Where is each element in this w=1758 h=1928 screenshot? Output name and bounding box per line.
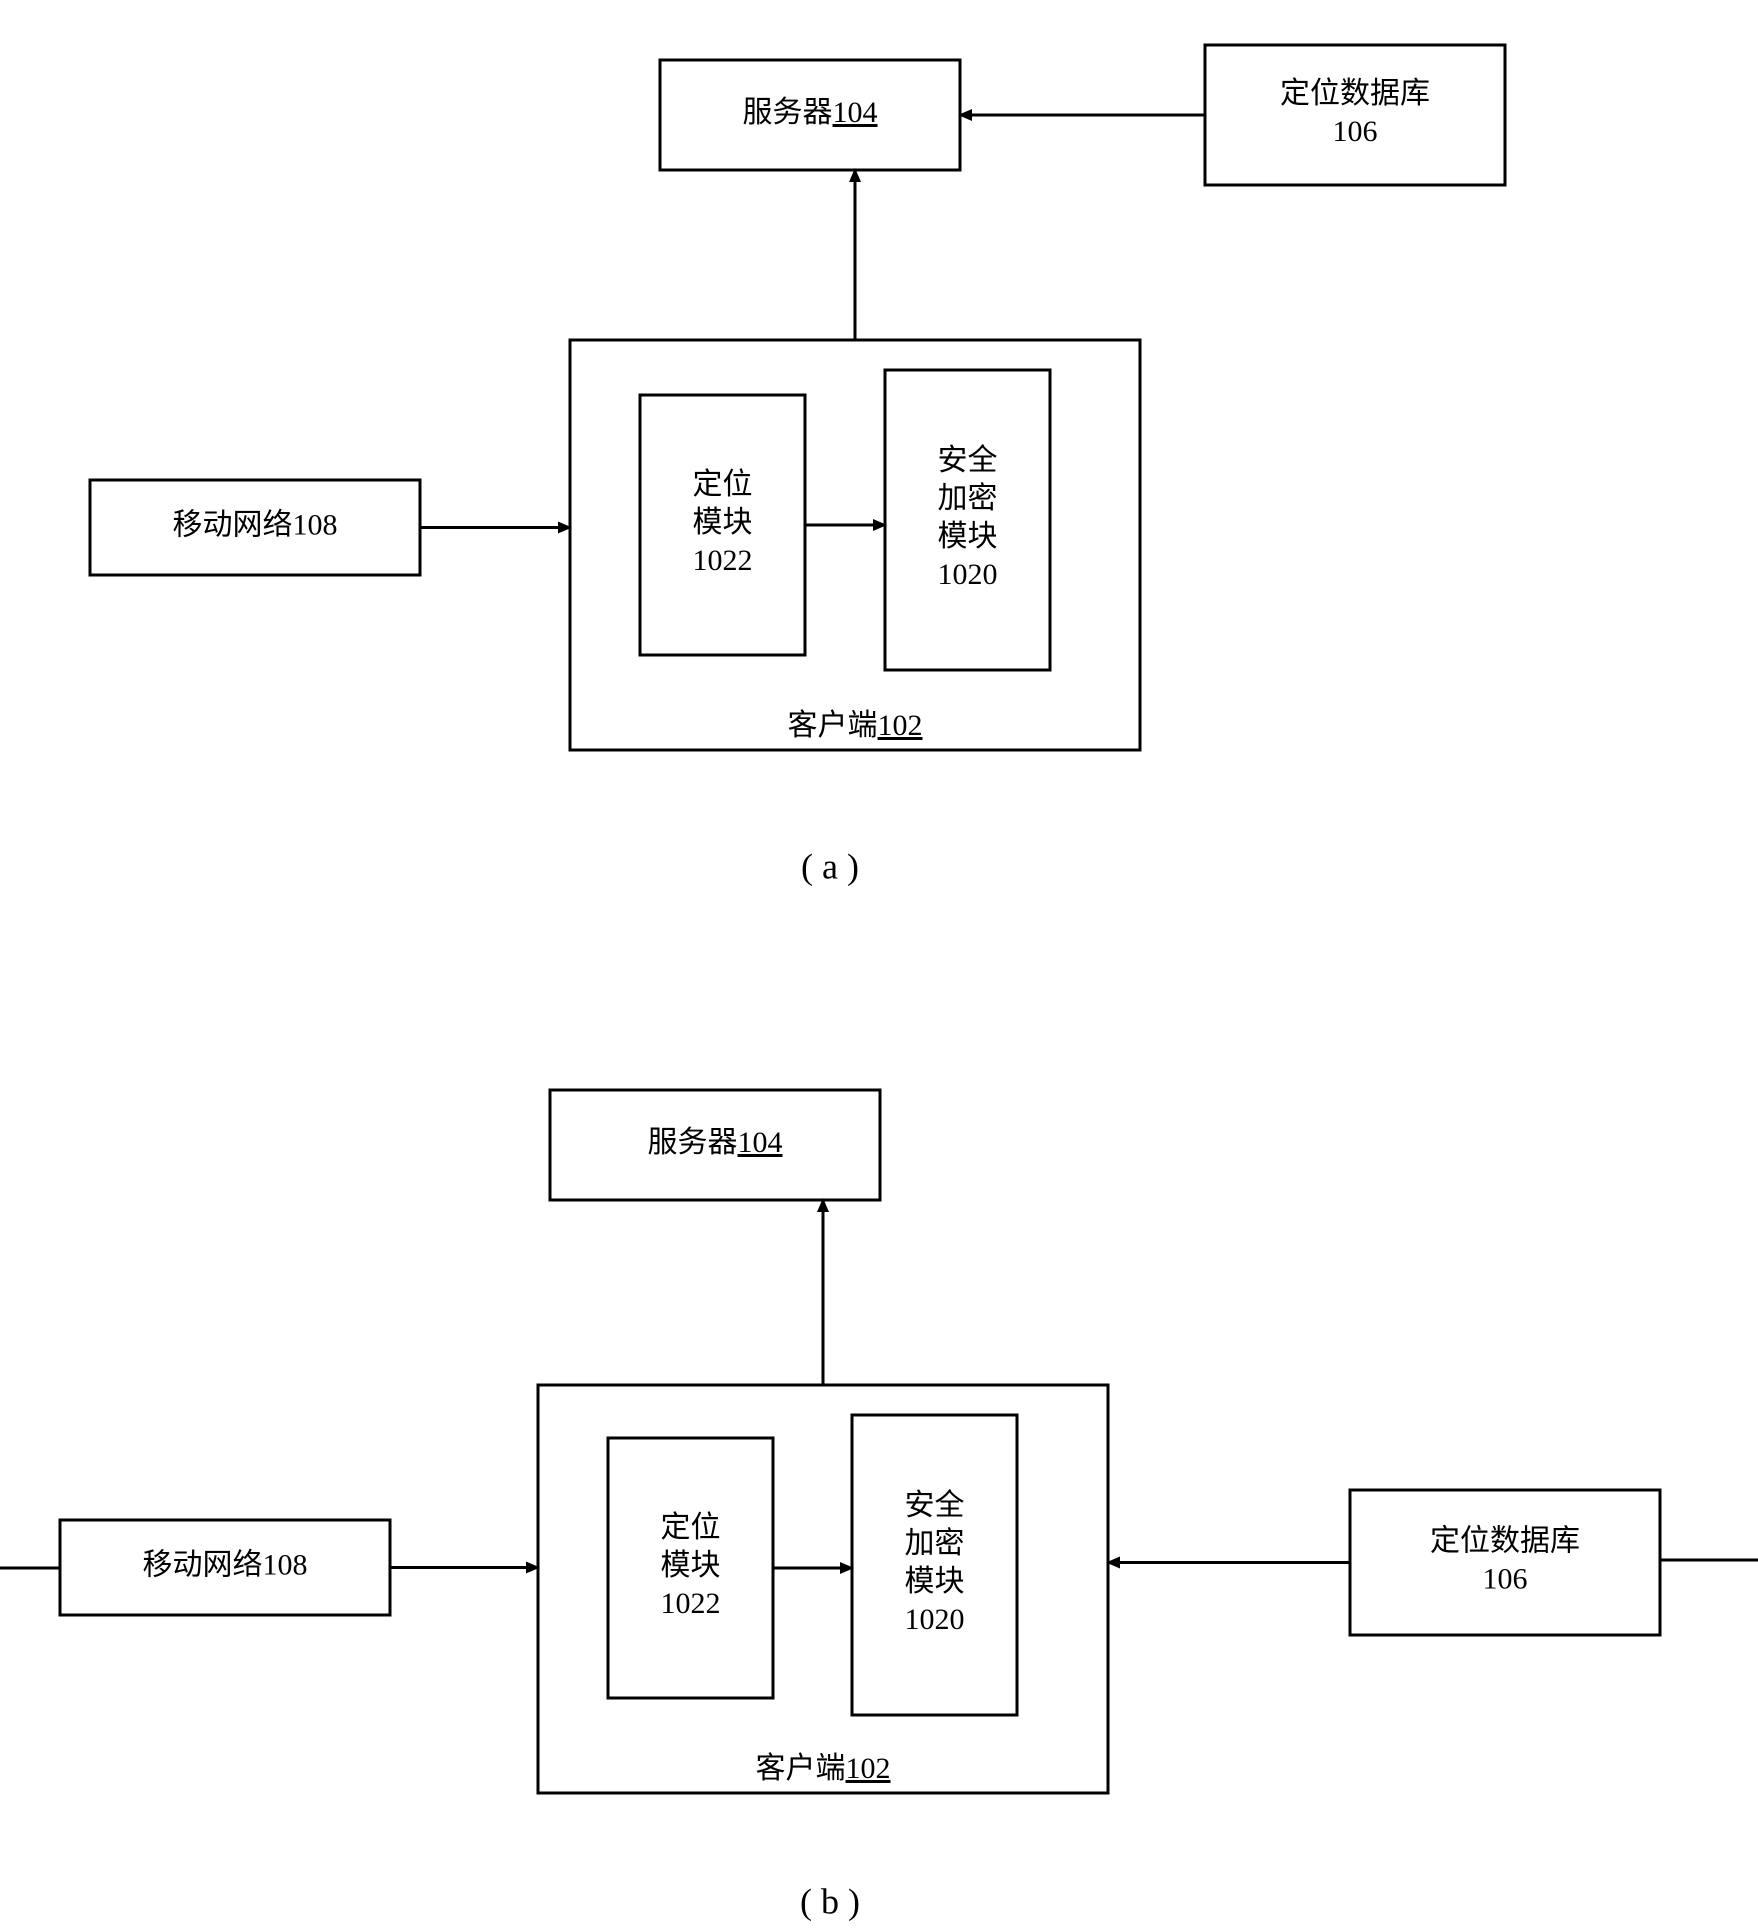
svg-text:移动网络108: 移动网络108 [143,1548,308,1581]
svg-text:模块: 模块 [661,1549,721,1582]
svg-text:模块: 模块 [905,1565,965,1598]
svg-text:1020: 1020 [905,1603,965,1636]
svg-text:定位: 定位 [661,1511,721,1544]
node-server: 服务器104 [550,1090,880,1200]
svg-text:加密: 加密 [938,482,998,515]
svg-text:定位数据库: 定位数据库 [1280,77,1430,110]
node-db: 定位数据库 106 [1350,1490,1660,1635]
node-mobile: 移动网络108 [60,1520,390,1615]
svg-text:106: 106 [1333,115,1378,148]
svg-text:移动网络108: 移动网络108 [173,508,338,541]
node-sec: 安全加密模块 1020 [852,1415,1017,1715]
node-mobile: 移动网络108 [90,480,420,575]
diagram-canvas: 客户端102服务器104定位数据库106移动网络108定位模块1022安全加密模… [0,0,1758,1928]
svg-text:模块: 模块 [693,506,753,539]
svg-text:定位: 定位 [693,468,753,501]
node-loc: 定位模块 1022 [608,1438,773,1698]
node-sec: 安全加密模块 1020 [885,370,1050,670]
svg-text:加密: 加密 [905,1527,965,1560]
svg-text:1020: 1020 [938,558,998,591]
svg-text:服务器104: 服务器104 [743,96,878,129]
caption-b: ( b ) [800,1881,860,1921]
svg-text:1022: 1022 [661,1587,721,1620]
svg-text:客户端102: 客户端102 [756,1752,891,1785]
node-server: 服务器104 [660,60,960,170]
svg-text:安全: 安全 [905,1489,965,1522]
svg-text:安全: 安全 [938,444,998,477]
node-loc: 定位模块 1022 [640,395,805,655]
node-db: 定位数据库 106 [1205,45,1505,185]
svg-text:1022: 1022 [693,544,753,577]
svg-text:服务器104: 服务器104 [648,1126,783,1159]
svg-text:模块: 模块 [938,520,998,553]
svg-text:客户端102: 客户端102 [788,709,923,742]
svg-text:106: 106 [1483,1562,1528,1595]
caption-a: ( a ) [801,846,859,886]
svg-text:定位数据库: 定位数据库 [1430,1524,1580,1557]
